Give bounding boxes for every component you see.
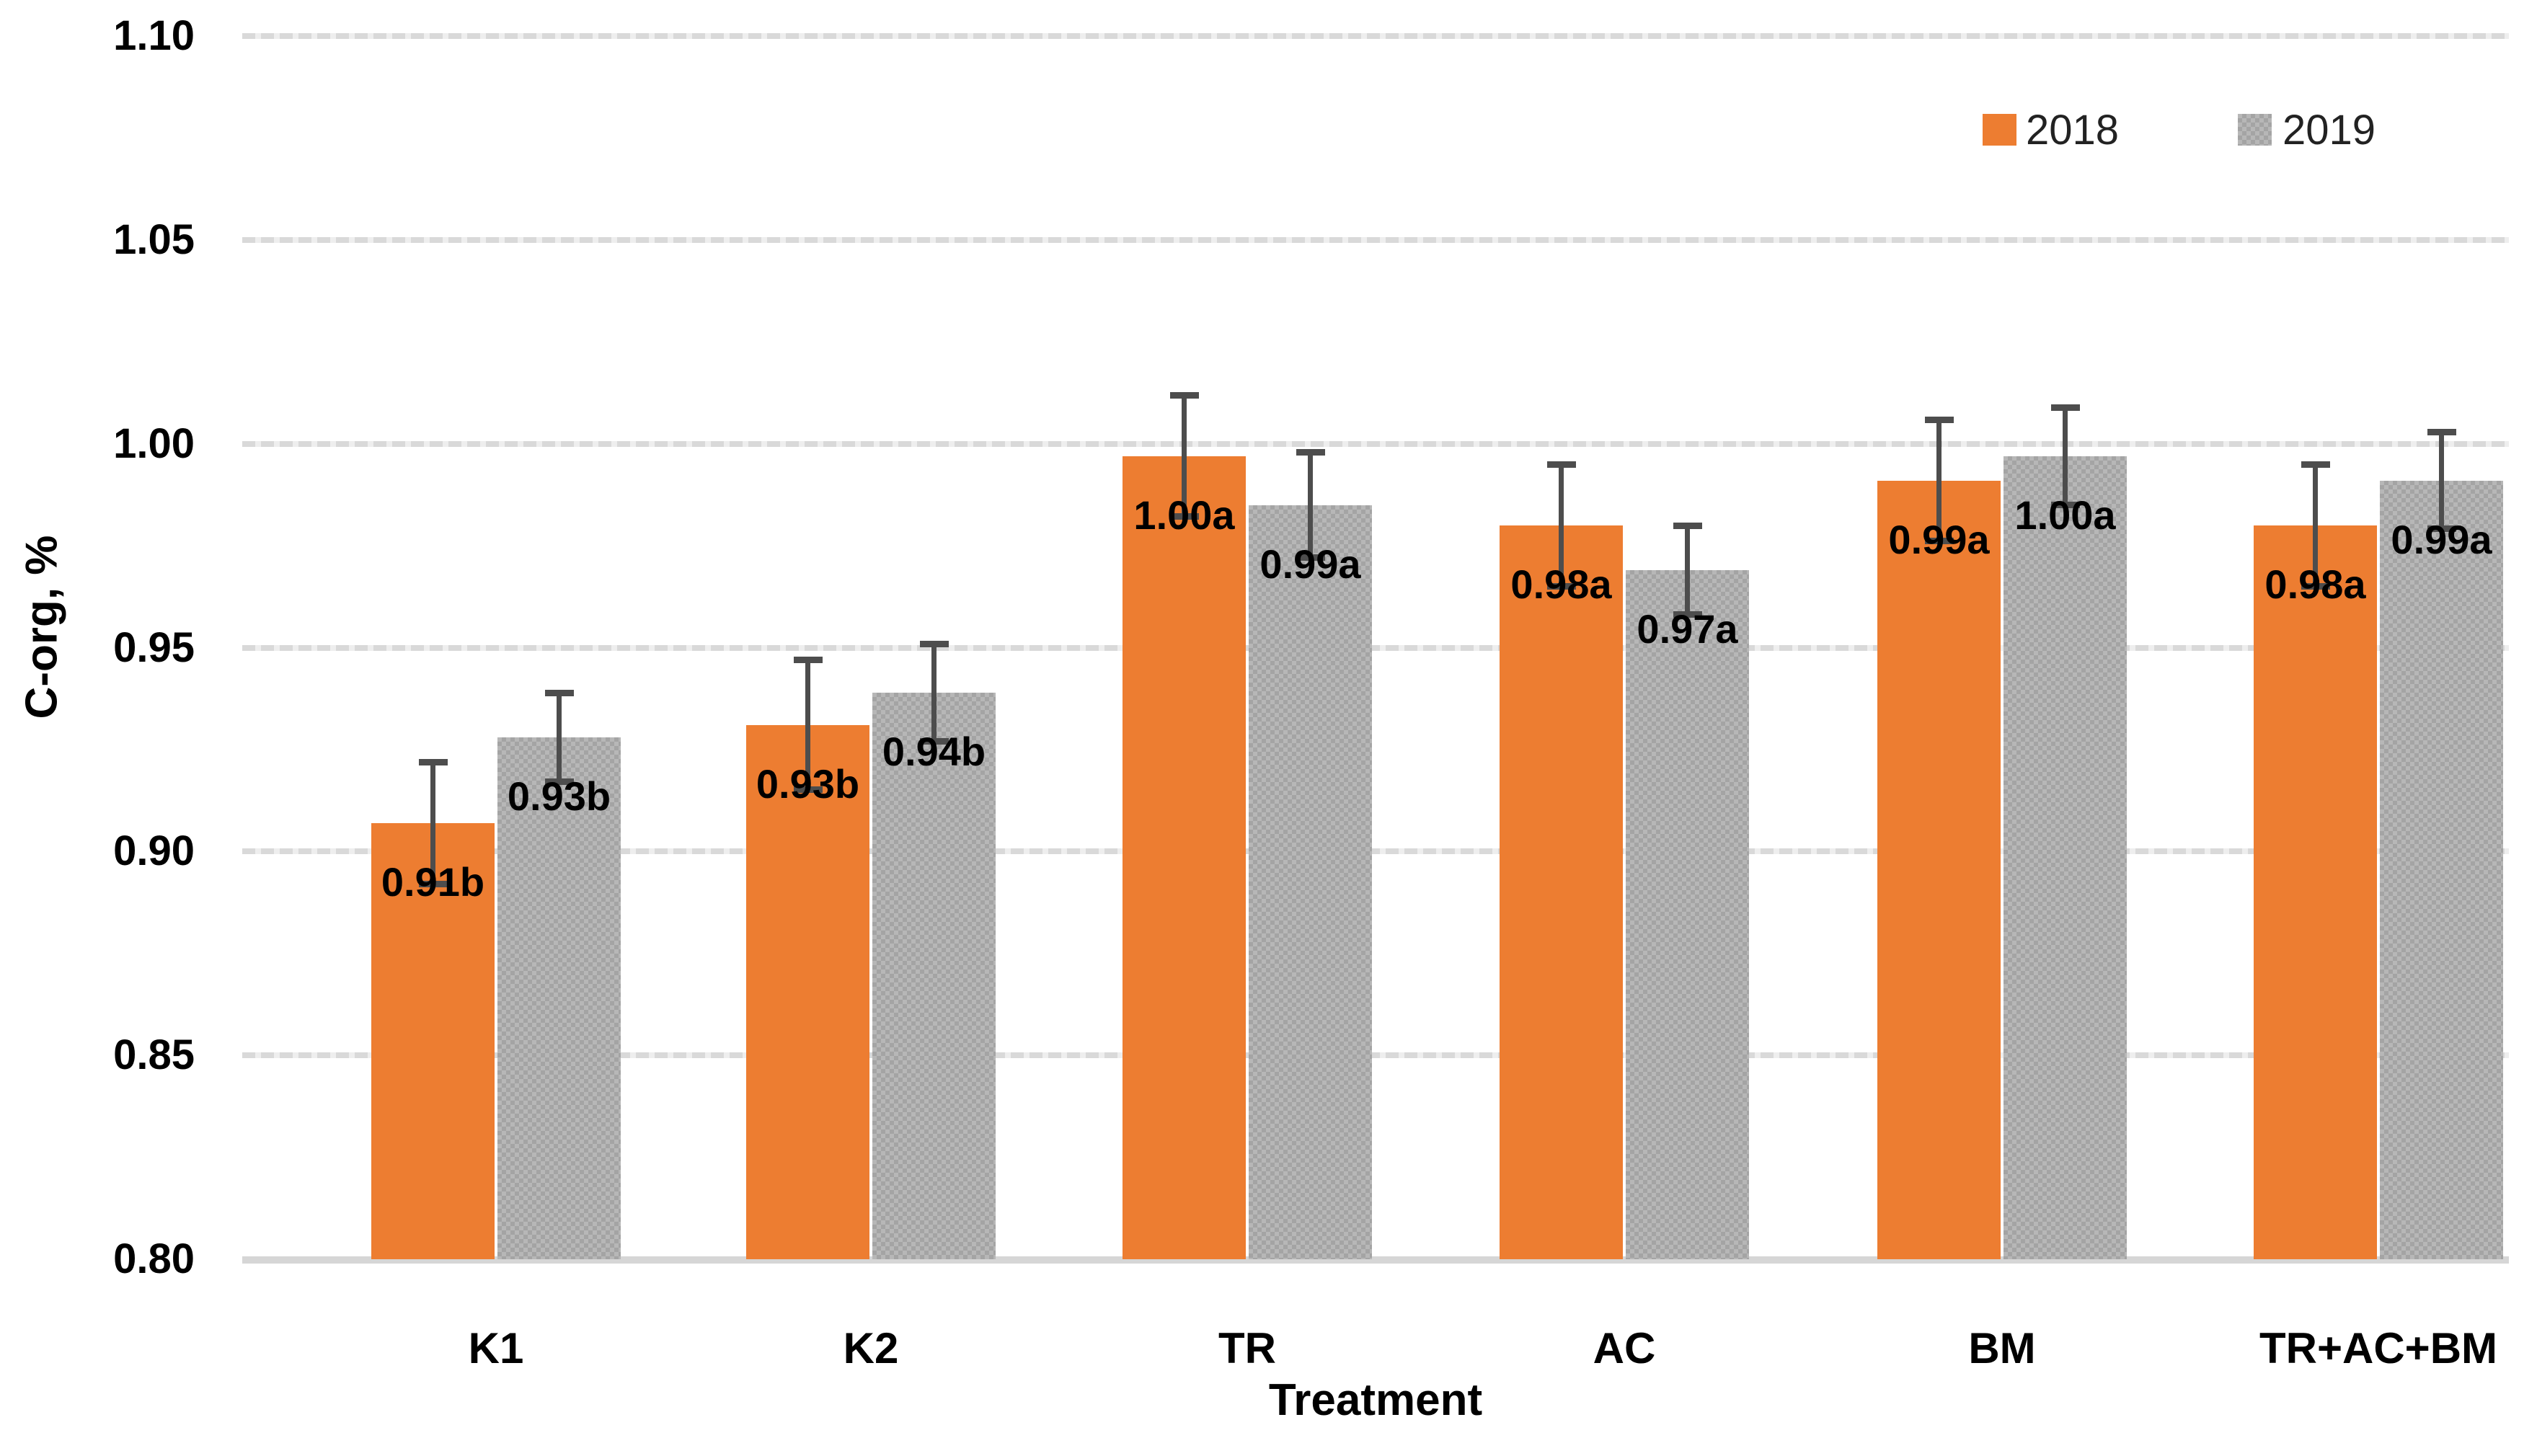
error-cap-top	[1296, 448, 1325, 456]
error-bar-2018-K2	[805, 660, 810, 791]
error-cap-top	[2427, 428, 2456, 435]
gridline	[242, 33, 2509, 39]
bar-2018-K1	[371, 822, 495, 1259]
error-cap-top	[2301, 461, 2330, 468]
error-cap-bottom	[919, 737, 949, 745]
error-cap-bottom	[1546, 582, 1576, 590]
legend-swatch-2018	[1983, 114, 2016, 146]
error-cap-top	[2050, 404, 2080, 411]
x-category-label-TR: TR	[1218, 1324, 1276, 1372]
data-label-2019-K2: 0.94b	[882, 728, 986, 774]
data-label-2018-AC: 0.98a	[1510, 561, 1612, 607]
data-label-2018-K1: 0.91b	[381, 858, 485, 905]
error-bar-2018-TR	[1182, 394, 1187, 518]
legend-swatch-2019	[2238, 114, 2272, 146]
gridline	[242, 236, 2509, 243]
gridline	[242, 1052, 2509, 1059]
error-bar-2019-AC	[1685, 525, 1690, 616]
y-tick-label: 1.00	[113, 420, 195, 467]
bar-2019-TR+AC+BM	[2380, 480, 2503, 1259]
data-label-2019-AC: 0.97a	[1637, 606, 1738, 652]
bar-2018-BM	[1877, 480, 2001, 1259]
gridline	[242, 440, 2509, 447]
x-category-label-BM: BM	[1968, 1324, 2036, 1372]
y-tick-label: 0.80	[113, 1235, 195, 1282]
data-label-2019-K1: 0.93b	[507, 773, 611, 819]
error-cap-bottom	[1169, 513, 1199, 520]
error-cap-bottom	[418, 880, 448, 887]
bar-2018-AC	[1500, 525, 1623, 1259]
error-cap-bottom	[2050, 501, 2080, 508]
error-bar-2019-TR+AC+BM	[2439, 431, 2444, 530]
x-category-label-AC: AC	[1593, 1324, 1656, 1372]
legend-label-2019: 2019	[2283, 107, 2376, 154]
error-cap-top	[418, 758, 448, 765]
y-tick-label: 0.95	[113, 623, 195, 671]
y-tick-label: 1.05	[113, 216, 195, 263]
x-category-label-K1: K1	[468, 1324, 524, 1372]
error-cap-bottom	[2427, 525, 2456, 533]
bar-2018-K2	[746, 724, 869, 1259]
error-bar-2019-K1	[557, 692, 562, 783]
error-bar-2018-AC	[1559, 463, 1564, 587]
y-tick-label: 0.85	[113, 1031, 195, 1079]
data-label-2019-TR+AC+BM: 0.99a	[2391, 516, 2492, 562]
error-cap-bottom	[544, 778, 574, 786]
error-cap-top	[919, 640, 949, 647]
error-cap-bottom	[1673, 611, 1702, 618]
data-label-2018-TR: 1.00a	[1133, 492, 1235, 538]
error-bar-2018-BM	[1936, 419, 1942, 542]
error-bar-2019-TR	[1308, 451, 1313, 559]
y-tick-label: 0.90	[113, 827, 195, 875]
error-bar-2018-K1	[430, 761, 435, 884]
error-cap-top	[544, 689, 574, 696]
data-label-2019-TR: 0.99a	[1259, 541, 1361, 587]
y-tick-label: 1.10	[113, 12, 195, 59]
bar-2018-TR+AC+BM	[2254, 525, 2377, 1259]
bar-2019-K2	[872, 692, 996, 1259]
data-label-2018-BM: 0.99a	[1888, 516, 1990, 562]
x-axis-line	[242, 1256, 2509, 1264]
gridline	[242, 644, 2509, 651]
data-label-2019-BM: 1.00a	[2014, 492, 2116, 538]
bar-2019-TR	[1249, 505, 1372, 1259]
error-cap-top	[1924, 416, 1954, 423]
bar-2019-K1	[497, 737, 621, 1259]
error-cap-top	[1673, 522, 1702, 529]
error-cap-top	[1546, 461, 1576, 468]
error-cap-bottom	[2301, 582, 2330, 590]
gridline	[242, 848, 2509, 855]
error-cap-bottom	[793, 786, 823, 794]
error-cap-bottom	[1924, 538, 1954, 545]
bar-2019-AC	[1626, 570, 1749, 1259]
legend-label-2018: 2018	[2026, 107, 2120, 154]
data-label-2018-K2: 0.93b	[756, 760, 860, 807]
data-label-2018-TR+AC+BM: 0.98a	[2264, 561, 2366, 607]
x-category-label-K2: K2	[843, 1324, 899, 1372]
error-cap-bottom	[1296, 554, 1325, 561]
x-category-label-TR+AC+BM: TR+AC+BM	[2259, 1324, 2498, 1372]
bar-2019-BM	[2004, 456, 2127, 1259]
x-axis-title: Treatment	[1268, 1375, 1483, 1425]
error-cap-top	[1169, 391, 1199, 399]
error-cap-top	[793, 657, 823, 664]
bar-2018-TR	[1123, 456, 1246, 1259]
error-bar-2019-K2	[931, 643, 937, 742]
error-bar-2019-BM	[2063, 407, 2068, 505]
error-bar-2018-TR+AC+BM	[2313, 463, 2318, 587]
